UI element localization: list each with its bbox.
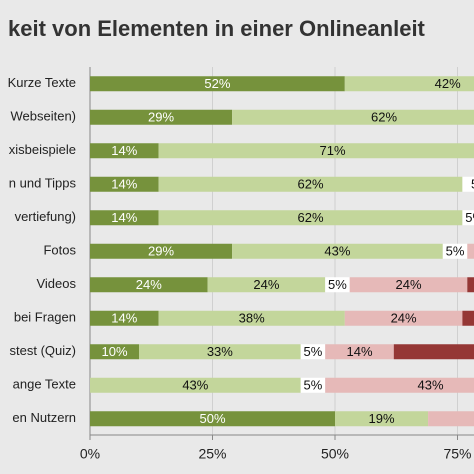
data-label: 33% [207,344,233,359]
data-label: 10% [101,344,127,359]
data-label: 62% [297,210,323,225]
y-tick-label: xisbeispiele [9,142,76,157]
data-label: 5% [304,378,323,393]
data-label: 43% [182,378,208,393]
bar-segment [300,377,326,393]
bar-segment [462,176,474,192]
bar-segment [90,210,159,226]
y-tick-label: stest (Quiz) [10,343,76,358]
data-label: 42% [435,76,461,91]
y-tick-label: n und Tipps [9,176,77,191]
data-label: 14% [346,344,372,359]
data-label: 5% [446,244,465,259]
bar-segment [90,243,233,259]
bar-segment [325,344,394,360]
bar-segment [158,143,474,159]
bar-segment [90,76,345,92]
bar-segment [349,277,468,293]
bar-segment [90,109,233,125]
data-label: 5 [471,177,474,192]
data-label: 5% [304,344,323,359]
data-label: 5% [328,277,347,292]
bar-segment [344,310,463,326]
bar-segment [158,210,463,226]
bar-segment [467,243,474,259]
bar-segment [300,344,326,360]
bar-segment [232,109,474,125]
data-label: 14% [111,210,137,225]
data-label: 19% [369,411,395,426]
data-label: 14% [111,311,137,326]
x-tick-label: 0% [80,446,100,462]
bar-segment [90,411,335,427]
bar-segment [207,277,326,293]
bar-segment [344,76,474,92]
data-label: 24% [391,311,417,326]
data-label: 24% [136,277,162,292]
y-tick-label: en Nutzern [12,410,76,425]
bar-segment [90,344,139,360]
bar-segment [90,310,159,326]
y-tick-label: Fotos [43,243,76,258]
y-tick-label: ange Texte [13,377,76,392]
bar-segment [90,377,301,393]
bar-segment [428,411,474,427]
data-label: 71% [320,143,346,158]
data-label: 62% [371,110,397,125]
bar-segment [467,277,474,293]
y-tick-label: bei Fragen [14,310,76,325]
y-tick-label: Videos [36,276,76,291]
bar-segment [158,310,345,326]
bar-segment [325,377,474,393]
y-tick-label: Kurze Texte [8,75,76,90]
bar-segment [90,277,208,293]
bar-segment [232,243,443,259]
data-label: 50% [199,411,225,426]
data-label: 43% [418,378,444,393]
data-label: 38% [239,311,265,326]
bar-segment [462,310,474,326]
data-label: 29% [148,110,174,125]
bar-segment [335,411,429,427]
bar-segment [90,143,159,159]
data-label: 14% [111,143,137,158]
bar-segment [158,176,463,192]
data-label: 5% [465,210,474,225]
y-tick-label: Webseiten) [10,109,76,124]
data-label: 29% [148,244,174,259]
bar-segment [139,344,301,360]
y-tick-label: vertiefung) [15,209,76,224]
x-tick-label: 50% [321,446,349,462]
bar-segment [393,344,474,360]
data-label: 24% [253,277,279,292]
bar-segment [90,176,159,192]
data-label: 62% [297,177,323,192]
chart-title: keit von Elementen in einer Onlineanleit [8,16,426,41]
data-label: 52% [204,76,230,91]
bar-segment [462,210,474,226]
data-label: 14% [111,177,137,192]
data-label: 24% [395,277,421,292]
x-tick-label: 75% [443,446,471,462]
x-tick-label: 25% [198,446,226,462]
data-label: 43% [324,244,350,259]
bar-segment [325,277,350,293]
bar-segment [442,243,468,259]
